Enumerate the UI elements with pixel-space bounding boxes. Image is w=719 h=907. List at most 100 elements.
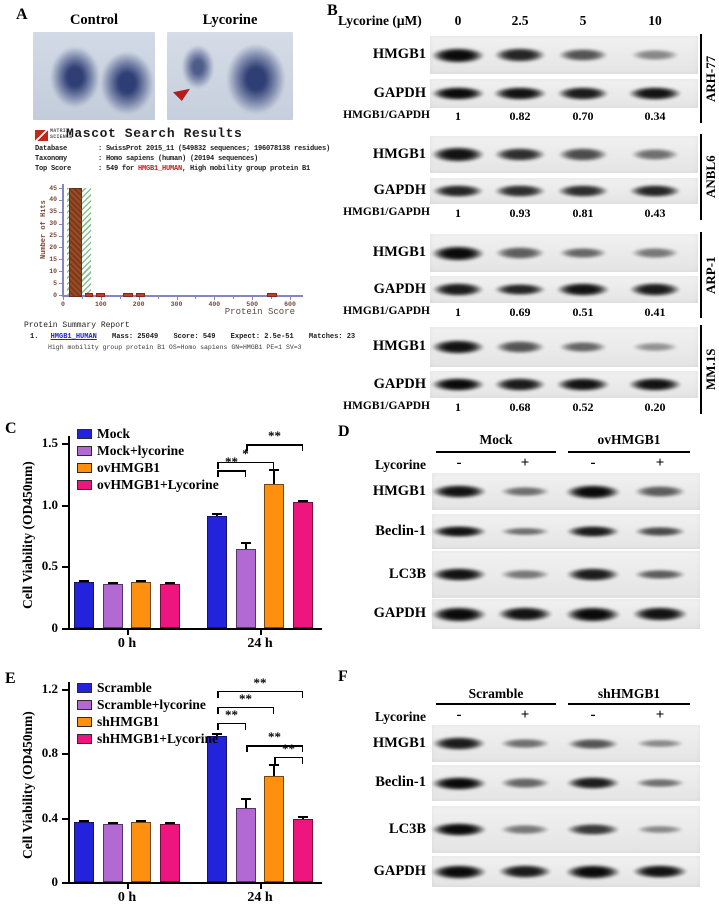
- legend-swatch: [77, 429, 92, 439]
- y-tick-label: 1.2: [41, 681, 58, 696]
- blot-band: [632, 526, 688, 537]
- group-underline: [568, 451, 690, 453]
- error-bar-cap: [165, 581, 175, 584]
- sig-bracket-tick: [244, 470, 246, 478]
- error-bar-cap: [79, 820, 89, 823]
- protein-spot: [225, 42, 287, 116]
- blot-row-label: LC3B: [388, 565, 426, 582]
- info-key: Database: [35, 145, 68, 153]
- hist-x-tick-label: 100: [94, 301, 107, 308]
- blot-row-label: HMGB1: [372, 244, 426, 260]
- ratio-row-label: HMGB1/GAPDH: [343, 109, 430, 121]
- blot-band: [556, 147, 610, 162]
- blot-band: [565, 822, 621, 837]
- hist-x-minor-tick: [157, 296, 159, 299]
- sig-bracket-tick: [272, 706, 274, 714]
- blot-band: [499, 569, 551, 580]
- blot-band: [629, 148, 681, 161]
- cell-line-label: ARH-77: [703, 55, 718, 102]
- blot-row-label: HMGB1: [372, 338, 426, 354]
- x-axis: [68, 628, 322, 630]
- dose-value: 5: [579, 13, 587, 28]
- legend-label: Scramble: [97, 680, 152, 695]
- lycorine-dose-row-label: Lycorine (μM): [338, 13, 422, 28]
- ratio-value: 0.52: [572, 400, 594, 414]
- blot-band: [557, 48, 609, 62]
- info-value: : 549 for HMGB1_HUMAN, High mobility gro…: [98, 164, 310, 174]
- error-bar-line: [216, 514, 218, 516]
- legend-swatch: [77, 700, 92, 710]
- hist-y-tick: [59, 271, 63, 273]
- legend-label: shHMGB1: [97, 714, 160, 729]
- blot-band: [493, 184, 547, 198]
- blot-band: [492, 47, 548, 63]
- blot-strip: [430, 473, 700, 510]
- dose-value: 10: [648, 13, 662, 28]
- hist-x-tick: [214, 296, 216, 300]
- hist-x-minor-tick: [271, 296, 273, 299]
- cell-line-rule: [700, 134, 702, 220]
- blot-strip: [430, 725, 700, 762]
- group-underline: [436, 703, 556, 705]
- blot-strip: [430, 79, 698, 108]
- error-bar-cap: [269, 468, 279, 471]
- error-bar-cap: [79, 580, 89, 583]
- blot-band: [430, 822, 488, 837]
- treatment-label: Lycorine: [375, 709, 426, 724]
- blot-band: [430, 483, 488, 500]
- hist-x-tick-label: 600: [284, 301, 296, 308]
- blot-band: [630, 49, 680, 61]
- y-tick-label: 1.5: [41, 435, 58, 450]
- ratio-value: 0.20: [644, 400, 666, 414]
- treatment-sign: -: [456, 455, 462, 471]
- group-header: ovHMGB1: [597, 432, 661, 447]
- blot-band: [564, 525, 622, 538]
- treatment-sign: +: [520, 455, 530, 471]
- blot-band: [430, 46, 486, 64]
- cell-line-label: ARP-1: [703, 256, 718, 294]
- error-bar-cap: [108, 821, 118, 824]
- hist-x-tick: [63, 296, 64, 300]
- hist-bar: [136, 292, 146, 297]
- group-header: shHMGB1: [597, 686, 661, 701]
- y-tick: [62, 882, 68, 884]
- error-bar-line: [302, 501, 304, 503]
- ratio-value: 1: [455, 305, 461, 319]
- blot-band: [631, 863, 689, 880]
- blot-band: [557, 340, 609, 354]
- blot-strip: [430, 327, 698, 367]
- hist-x-tick-label: 0: [61, 301, 65, 308]
- ratio-value: 0.69: [509, 305, 531, 319]
- y-tick-label: 0: [51, 874, 59, 889]
- blot-band: [492, 377, 548, 392]
- mascot-histogram: 0 5 10 15 20 25 30 35 40 45 0 100 200 300 400 500 600: [0, 180, 335, 330]
- blot-row-label: LC3B: [388, 820, 426, 837]
- legend-swatch: [77, 463, 92, 473]
- blot-band: [633, 568, 687, 581]
- ratio-value: 1: [455, 109, 461, 123]
- hist-y-tick-label: 10: [49, 267, 57, 275]
- y-tick: [62, 817, 68, 820]
- accession-link[interactable]: HMGB1_HUMAN: [50, 333, 97, 341]
- blot-row-label: HMGB1: [372, 46, 426, 62]
- sig-bracket-tick: [217, 461, 219, 469]
- y-tick: [62, 566, 68, 569]
- blot-band: [430, 863, 488, 880]
- stat-matches: Matches: 23: [308, 333, 356, 341]
- error-bar-cap: [241, 542, 251, 545]
- blot-band: [555, 86, 611, 101]
- chart-bar: [236, 549, 256, 628]
- chart-bar: [293, 502, 313, 628]
- hist-x-tick-label: 500: [246, 301, 258, 308]
- sig-bracket-tick: [217, 690, 219, 698]
- blot-band: [430, 567, 488, 582]
- hist-y-tick: [59, 223, 63, 225]
- protein-summary-row: 1. HMGB1_HUMAN Mass: 25049 Score: 549 Ex…: [30, 333, 355, 341]
- hist-y-tick: [59, 283, 63, 285]
- hist-x-tick: [176, 296, 178, 300]
- gel-lycorine-title: Lycorine: [202, 12, 258, 28]
- sig-label: **: [268, 428, 281, 444]
- chart-bar: [160, 583, 180, 628]
- group-underline: [436, 451, 556, 453]
- blot-row-label: GAPDH: [373, 375, 426, 392]
